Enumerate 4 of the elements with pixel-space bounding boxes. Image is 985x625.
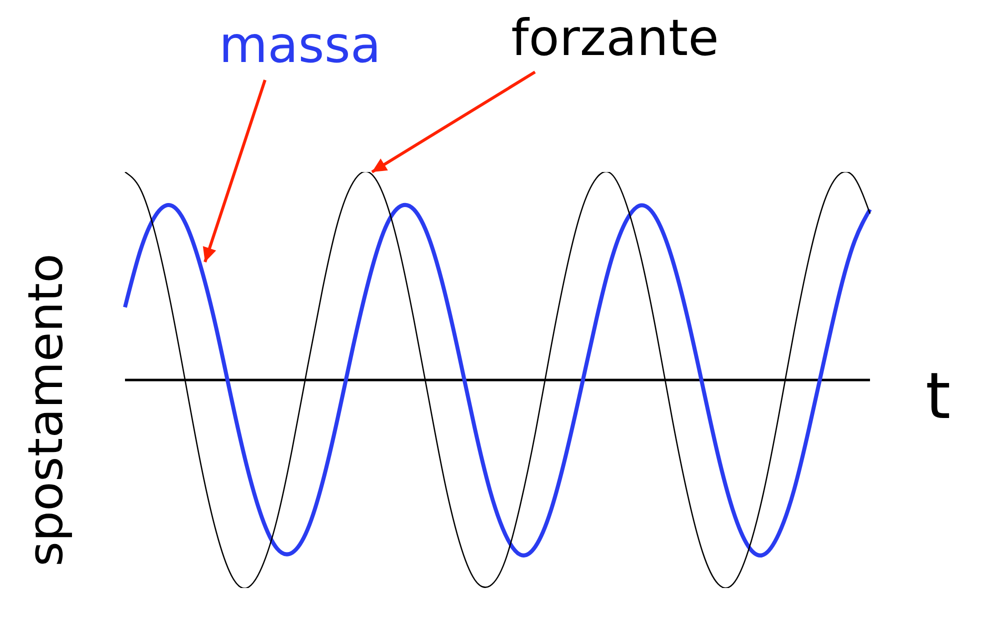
- y-axis-title: spostamento: [18, 254, 74, 566]
- x-axis-title: t: [925, 360, 951, 434]
- text: massa: [218, 16, 382, 74]
- text: forzante: [511, 9, 719, 67]
